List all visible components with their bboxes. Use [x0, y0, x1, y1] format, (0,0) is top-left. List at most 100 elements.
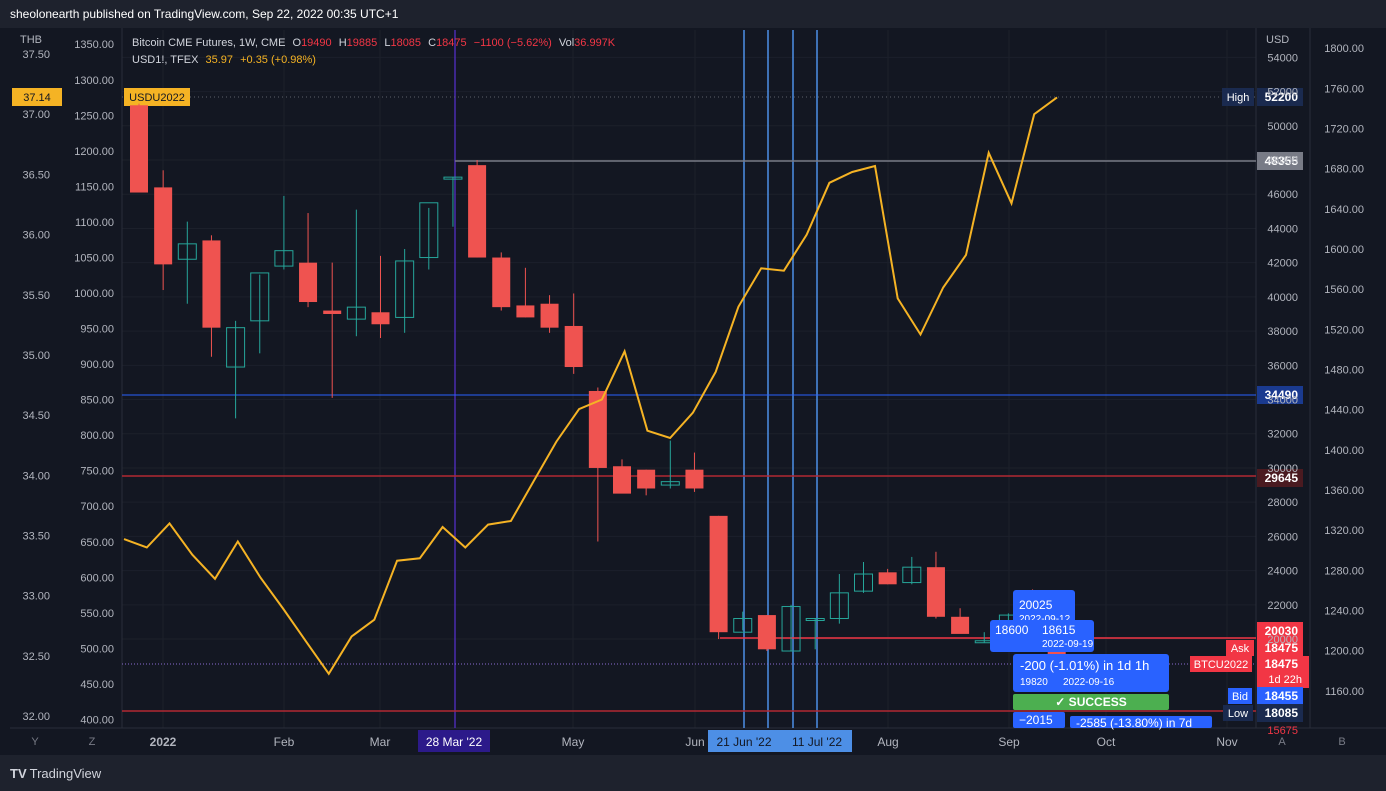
right-tick-label: 1320.00	[1324, 525, 1364, 537]
candle-body	[516, 305, 535, 318]
time-tick-label: May	[562, 735, 585, 749]
candle-body	[613, 466, 631, 494]
time-tick-label: Mar	[370, 735, 391, 749]
unit-usd: USD	[1266, 34, 1290, 46]
tag-29645: 29645	[1265, 471, 1299, 485]
candle-body	[154, 187, 173, 265]
last-symbol-bg	[1190, 656, 1252, 672]
left-tick-label: 1150.00	[75, 181, 114, 193]
time-tick-label: Feb	[274, 735, 295, 749]
tag-high-bg	[1257, 88, 1303, 106]
usd-tick-label: 44000	[1267, 223, 1298, 235]
annot-price: 20025	[1019, 598, 1053, 612]
bottom-bar: TV TradingView	[0, 755, 1386, 791]
time-tick-label: Aug	[877, 735, 898, 749]
left-tick-label: 700.00	[80, 501, 114, 513]
left-tick-label: 1200.00	[74, 146, 114, 158]
tag-48355: 48355	[1265, 154, 1299, 168]
annot-box	[1013, 712, 1065, 728]
tag-bid: 18455	[1265, 689, 1299, 703]
thb-tick-label: 34.50	[22, 410, 50, 422]
candle-body	[685, 469, 704, 489]
high-label: High	[1227, 92, 1250, 104]
candle-body	[419, 202, 439, 259]
legend-overlay-symbol: USD1!, TFEX	[132, 54, 199, 66]
left-tick-label: 850.00	[80, 395, 114, 407]
thb-tick-label: 37.00	[22, 109, 50, 121]
grid	[122, 30, 1256, 728]
success-badge: ✓ SUCCESS	[1055, 695, 1126, 709]
top-bar: sheolonearth published on TradingView.co…	[0, 0, 1386, 28]
right-tick-label: 1400.00	[1324, 445, 1364, 457]
axis-button: A	[1278, 736, 1286, 748]
left-tick-label: 900.00	[80, 359, 114, 371]
left-tick-label: 950.00	[80, 324, 114, 336]
tag-29645-bg	[1257, 469, 1303, 487]
right-tick-label: 1560.00	[1324, 284, 1364, 296]
usd-tick-label: 40000	[1267, 292, 1298, 304]
time-tick-label: Oct	[1097, 735, 1116, 749]
annot-change: -200 (-1.01%) in 1d 1h	[1020, 658, 1149, 673]
thb-tick-label: 36.50	[22, 169, 50, 181]
usd-tick-label: 42000	[1267, 258, 1298, 270]
legend-symbol: Bitcoin CME Futures, 1W, CME	[132, 37, 286, 49]
bid-label-bg	[1228, 688, 1252, 704]
candle-body	[854, 573, 873, 592]
legend-o: O19490	[292, 37, 332, 49]
bid-label: Bid	[1232, 691, 1248, 703]
candle-body	[371, 312, 390, 325]
candle-body	[878, 572, 897, 585]
last-symbol: BTCU2022	[1194, 659, 1248, 671]
right-tick-label: 1520.00	[1324, 324, 1364, 336]
left-tick-label: 750.00	[80, 466, 114, 478]
marker-range-bg	[708, 730, 852, 752]
left-tick-label: 600.00	[80, 572, 114, 584]
right-tick-label: 1360.00	[1324, 485, 1364, 497]
legend-overlay-change: +0.35 (+0.98%)	[240, 54, 316, 66]
overlay-tag-bg	[124, 88, 190, 106]
tag-low: 18085	[1265, 706, 1299, 720]
candle-body	[468, 165, 487, 258]
left-tick-label: 1000.00	[74, 288, 114, 300]
tag-ask-bg	[1257, 639, 1303, 657]
usd-tick-label: 30000	[1267, 463, 1298, 475]
thb-tick-label: 37.50	[22, 49, 50, 61]
thb-tick-label: 35.50	[22, 290, 50, 302]
left-tick-label: 800.00	[80, 430, 114, 442]
countdown: 1d 22h	[1268, 674, 1302, 686]
left-axis-panel	[10, 28, 122, 728]
usd-tick-label: 22000	[1267, 600, 1298, 612]
annot-date: 2022-09-19	[1042, 639, 1094, 650]
usd-tick-label: 50000	[1267, 121, 1298, 133]
right-tick-label: 1800.00	[1324, 43, 1364, 55]
left-tick-label: 550.00	[80, 608, 114, 620]
low-label: Low	[1228, 708, 1248, 720]
marker-tag-bg	[418, 730, 490, 752]
thb-tick-label: 32.50	[22, 651, 50, 663]
candle-body	[637, 469, 656, 489]
usd-tick-label: 48000	[1267, 155, 1298, 167]
usd-tick-label: 36000	[1267, 360, 1298, 372]
success-badge-bg	[1013, 694, 1169, 710]
tag-34490: 34490	[1265, 388, 1299, 402]
left-tick-label: 400.00	[80, 714, 114, 726]
candle-body	[299, 262, 318, 303]
marker-tag-28mar: 28 Mar '22	[426, 735, 483, 749]
tag-34490-bg	[1257, 386, 1303, 404]
candle-body	[443, 176, 463, 180]
candle-body	[829, 592, 849, 620]
usd-tick-label: 26000	[1267, 531, 1298, 543]
time-tick-label: 2022	[150, 735, 177, 749]
time-tick-label: Sep	[998, 735, 1020, 749]
legend-overlay-value: 35.97	[205, 54, 234, 66]
candle-body	[130, 105, 148, 193]
right-tick-label: 1760.00	[1324, 83, 1364, 95]
candle-body	[805, 618, 825, 622]
thb-tick-label: 36.00	[22, 230, 50, 242]
tag-20030-bg	[1257, 622, 1303, 640]
candle-body	[274, 250, 294, 267]
usd-tick-label: 28000	[1267, 497, 1298, 509]
usd-tick-label: 38000	[1267, 326, 1298, 338]
